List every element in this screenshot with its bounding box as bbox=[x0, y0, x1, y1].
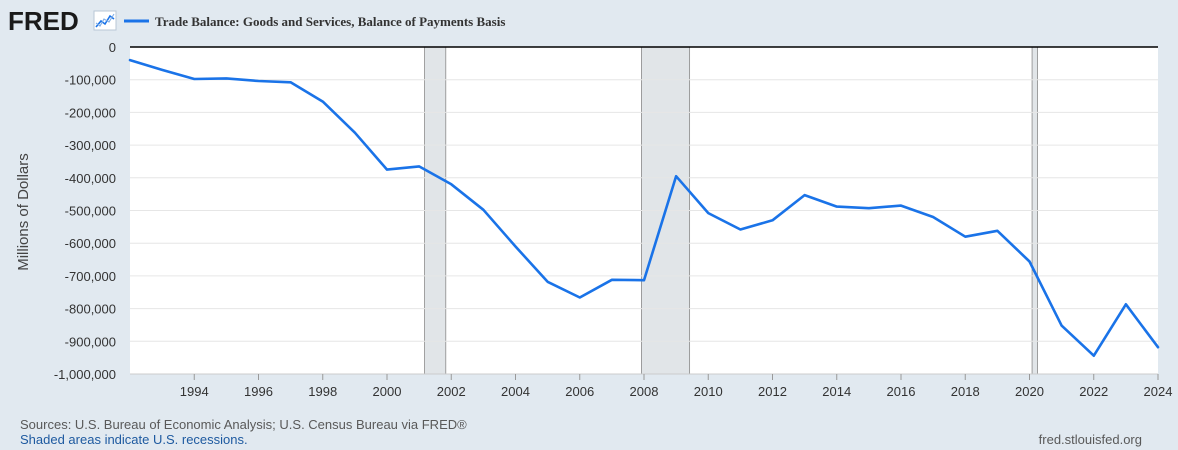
x-tick-label: 2024 bbox=[1144, 384, 1173, 399]
fred-logo[interactable]: FRED bbox=[8, 6, 117, 36]
x-tick-label: 2010 bbox=[694, 384, 723, 399]
y-tick-label: -700,000 bbox=[65, 269, 116, 284]
x-tick-label: 2018 bbox=[951, 384, 980, 399]
legend: Trade Balance: Goods and Services, Balan… bbox=[124, 14, 505, 29]
x-tick-label: 1996 bbox=[244, 384, 273, 399]
y-tick-label: -1,000,000 bbox=[54, 367, 116, 382]
y-tick-label: -500,000 bbox=[65, 204, 116, 219]
x-tick-label: 2004 bbox=[501, 384, 530, 399]
y-tick-label: -900,000 bbox=[65, 334, 116, 349]
x-tick-label: 2020 bbox=[1015, 384, 1044, 399]
footer-sources: Sources: U.S. Bureau of Economic Analysi… bbox=[20, 417, 467, 432]
x-tick-label: 2012 bbox=[758, 384, 787, 399]
chart: FRED Trade Balance: Goods and Services, … bbox=[8, 6, 1173, 399]
y-tick-label: -800,000 bbox=[65, 302, 116, 317]
series bbox=[128, 58, 1160, 358]
x-tick-label: 2016 bbox=[887, 384, 916, 399]
series-line bbox=[128, 58, 1160, 358]
x-tick-label: 2006 bbox=[565, 384, 594, 399]
y-axis-title: Millions of Dollars bbox=[15, 153, 32, 271]
x-tick-label: 2014 bbox=[822, 384, 851, 399]
legend-label: Trade Balance: Goods and Services, Balan… bbox=[155, 14, 505, 29]
fred-logo-text: FRED bbox=[8, 6, 79, 36]
y-tick-label: -600,000 bbox=[65, 236, 116, 251]
x-axis: 1994 1996 1998 2000 2002 2004 2006 2008 2010 2012… bbox=[130, 373, 1173, 399]
y-tick-label: -400,000 bbox=[65, 171, 116, 186]
y-tick-label: -200,000 bbox=[65, 105, 116, 120]
footer-recession-note: Shaded areas indicate U.S. recessions. bbox=[20, 432, 248, 447]
x-tick-label: 2022 bbox=[1079, 384, 1108, 399]
y-tick-label: -300,000 bbox=[65, 138, 116, 153]
footer-site-link[interactable]: fred.stlouisfed.org bbox=[1038, 432, 1142, 447]
y-axis: 0 -100,000 -200,000 -300,000 -400,000 -500,00… bbox=[54, 40, 116, 382]
x-tick-label: 2002 bbox=[437, 384, 466, 399]
trend-graph-icon bbox=[93, 10, 117, 31]
x-tick-label: 2008 bbox=[630, 384, 659, 399]
x-tick-label: 1994 bbox=[180, 384, 209, 399]
y-tick-label: -100,000 bbox=[65, 73, 116, 88]
x-tick-label: 1998 bbox=[308, 384, 337, 399]
y-tick-label: 0 bbox=[109, 40, 116, 55]
x-tick-label: 2000 bbox=[373, 384, 402, 399]
